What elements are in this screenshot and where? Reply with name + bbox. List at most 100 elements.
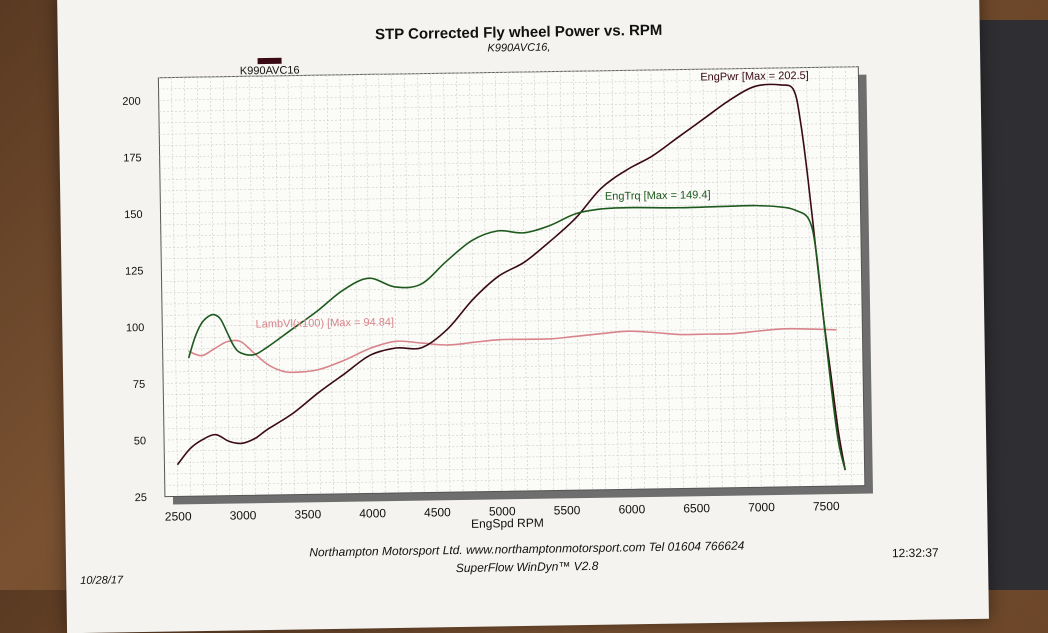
x-tick-label: 6000 xyxy=(618,502,645,516)
grid-line-x xyxy=(611,70,619,490)
grid-line-x xyxy=(559,71,568,491)
x-tick-label: 6500 xyxy=(683,501,710,515)
grid-line-x xyxy=(469,72,477,492)
grid-line-x xyxy=(495,72,503,492)
x-tick-label: 3500 xyxy=(294,507,321,521)
grid-line-x xyxy=(183,77,192,497)
grid-line-x xyxy=(482,72,490,492)
grid-line-x xyxy=(430,73,438,493)
grid-line-y xyxy=(161,281,862,294)
grid-line-x xyxy=(793,67,801,487)
grid-line-x xyxy=(508,72,516,492)
grid-line-y xyxy=(160,213,861,226)
grid-line-x xyxy=(663,69,671,489)
x-tick-label: 3000 xyxy=(230,508,257,522)
grid-line-x xyxy=(676,69,684,489)
grid-line-x xyxy=(171,77,179,497)
grid-line-x xyxy=(780,67,788,487)
legend-swatch xyxy=(257,57,282,65)
y-tick-label: 200 xyxy=(122,96,141,108)
grid-line-x xyxy=(417,73,425,493)
grid-line-x xyxy=(248,76,256,496)
grid-line-x xyxy=(520,71,529,491)
grid-line-y xyxy=(164,462,865,475)
grid-line-x xyxy=(572,71,581,491)
grid-line-x xyxy=(300,75,308,495)
grid-line-y xyxy=(160,202,861,214)
grid-line-y xyxy=(158,100,859,112)
footer-date: 10/28/17 xyxy=(80,574,124,587)
grid-line-y xyxy=(158,66,859,78)
series-label-engpwr: EngPwr [Max = 202.5] xyxy=(700,70,809,84)
grid-line-y xyxy=(162,338,863,350)
grid-line-x xyxy=(261,76,269,496)
y-tick-label: 75 xyxy=(133,379,145,391)
grid-line-x xyxy=(365,74,373,494)
y-tick-label: 25 xyxy=(135,492,147,504)
grid-line-x xyxy=(443,73,451,493)
grid-line-x xyxy=(456,73,464,492)
footer-time: 12:32:37 xyxy=(891,545,939,561)
grid-line-x xyxy=(819,67,827,487)
grid-line-x xyxy=(235,76,244,496)
x-tick-label: 5500 xyxy=(554,503,581,517)
grid-line-y xyxy=(161,236,861,248)
grid-line-y xyxy=(160,190,861,203)
grid-line-y xyxy=(160,224,861,237)
grid-line-y xyxy=(159,145,860,158)
grid-line-x xyxy=(806,67,814,487)
series-line-engtrq xyxy=(187,204,846,471)
grid-line-x xyxy=(728,68,736,488)
grid-line-y xyxy=(162,349,863,362)
grid-line-x xyxy=(546,71,555,491)
grid-line-y xyxy=(162,315,863,328)
grid-line-x xyxy=(196,77,205,497)
grid-line-x xyxy=(832,67,840,487)
grid-line-y xyxy=(163,394,864,407)
grid-line-x xyxy=(715,68,723,488)
grid-line-y xyxy=(163,417,864,430)
x-tick-label: 4000 xyxy=(359,506,386,520)
grid-line-x xyxy=(274,75,282,495)
grid-line-x xyxy=(650,69,658,489)
x-tick-label: 2500 xyxy=(165,509,192,523)
grid-line-x xyxy=(209,76,218,496)
grid-line-x xyxy=(391,74,399,493)
grid-line-x xyxy=(313,75,321,495)
grid-line-x xyxy=(598,70,606,490)
grid-line-x xyxy=(585,70,593,490)
series-layer xyxy=(176,83,847,471)
grid-line-y xyxy=(158,89,859,101)
grid-line-y xyxy=(161,292,862,305)
chart: 2500 3000 3500 4000 4500 5000 5500 6000 6500 7000… xyxy=(122,57,873,531)
y-tick-label: 150 xyxy=(124,209,143,221)
grid-line-x xyxy=(404,73,412,493)
grid-line-y xyxy=(159,134,860,146)
grid-line-y xyxy=(158,77,859,90)
grid-line-y xyxy=(164,451,865,463)
y-tick-label: 100 xyxy=(126,322,145,334)
grid-line-y xyxy=(159,156,860,169)
grid-line-x xyxy=(637,70,645,490)
series-line-engpwr xyxy=(176,83,847,471)
grid-line-x xyxy=(352,74,360,494)
label-layer: 2500 3000 3500 4000 4500 5000 5500 6000 6500 7000… xyxy=(122,57,840,531)
series-label-lambvl: LambVl(x100) [Max = 94.84] xyxy=(255,316,394,330)
grid-line-y xyxy=(161,270,862,282)
dyno-printout: STP Corrected Fly wheel Power vs. RPM K9… xyxy=(57,0,989,633)
x-tick-label: 4500 xyxy=(424,505,451,519)
y-tick-label: 175 xyxy=(123,152,142,164)
grid-line-x xyxy=(326,75,334,495)
x-axis-label: EngSpd RPM xyxy=(471,516,544,531)
grid-line-y xyxy=(161,258,862,271)
grid-line-x xyxy=(754,68,762,488)
x-tick-label: 7500 xyxy=(813,499,840,513)
grid-line-y xyxy=(159,111,859,124)
grid-line-y xyxy=(163,383,864,396)
grid-line-y xyxy=(159,123,860,135)
grid-line-y xyxy=(160,179,861,192)
grid-line-x xyxy=(702,69,710,489)
grid-layer xyxy=(157,66,873,505)
y-tick-label: 50 xyxy=(134,435,146,447)
grid-line-x xyxy=(741,68,749,488)
